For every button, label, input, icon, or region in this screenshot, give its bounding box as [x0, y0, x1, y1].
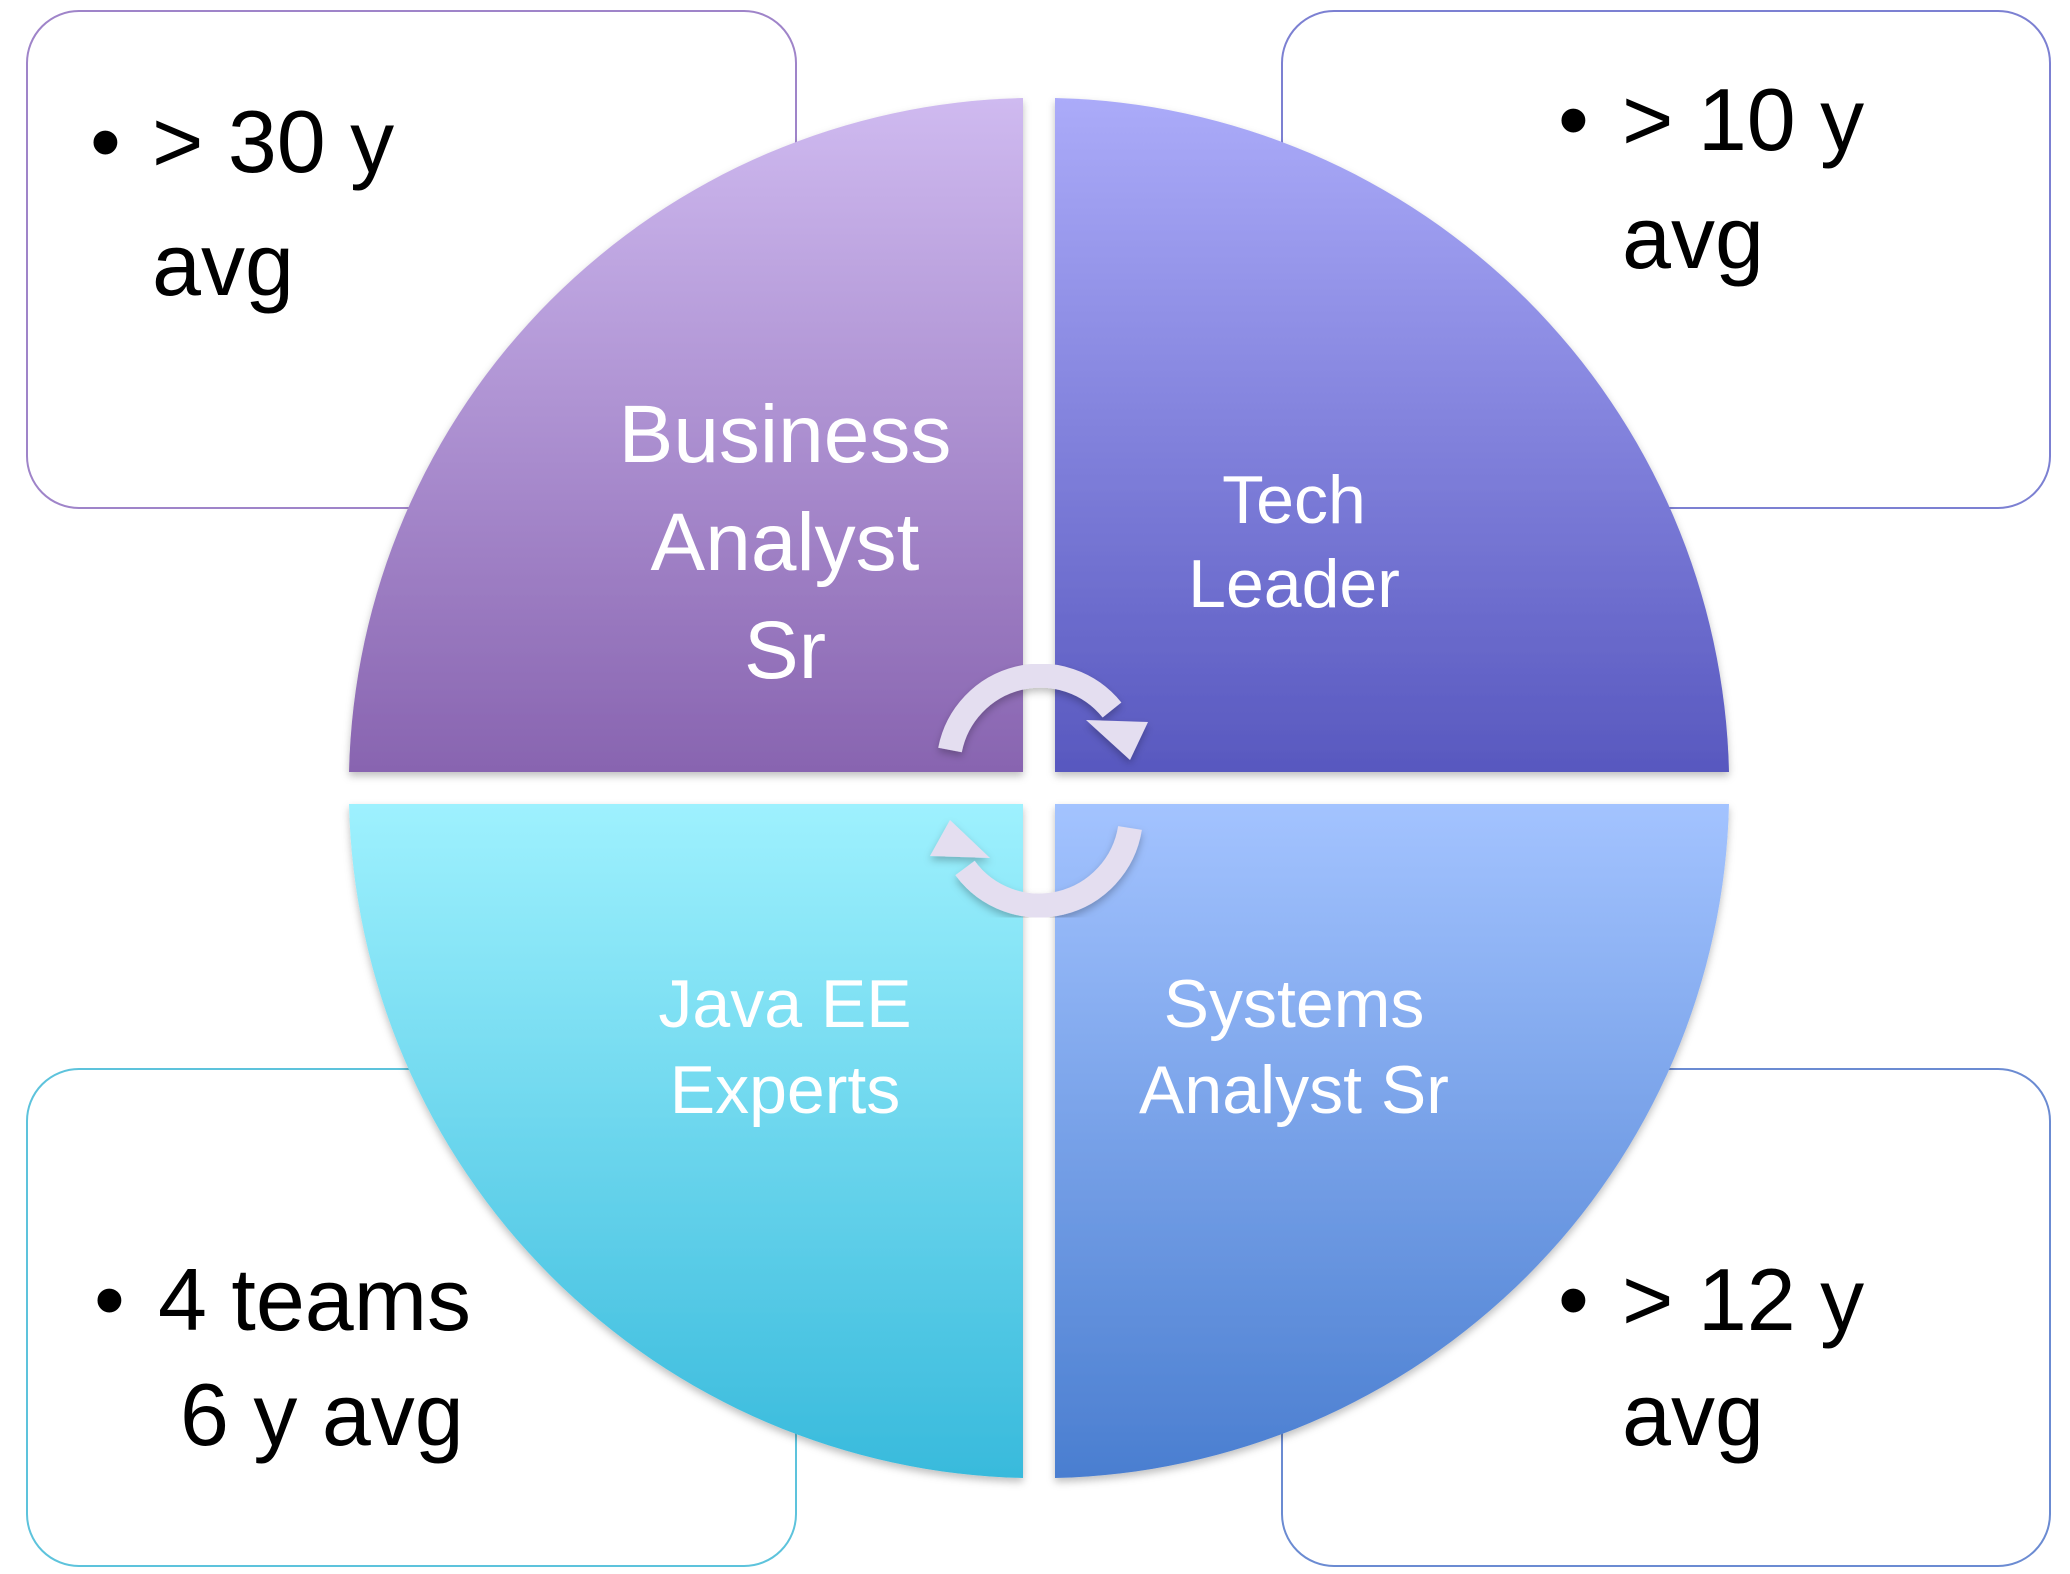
- circular-arrows-icon: [930, 663, 1148, 918]
- box-bottom-left-line-2: 6 y avg: [180, 1365, 464, 1464]
- box-top-left-line-1: > 30 y: [152, 92, 394, 191]
- quadrant-top-right-line-2: Leader: [1188, 546, 1400, 622]
- quadrant-bottom-left-line-1: Java EE: [658, 966, 911, 1042]
- arrow-bottom-head: [930, 820, 990, 858]
- quadrant-bottom-right: [1055, 804, 1729, 1478]
- arrow-top-head: [1086, 720, 1148, 760]
- box-top-left-line-2: avg: [152, 215, 294, 314]
- quadrant-top-left-line-3: Sr: [744, 605, 826, 696]
- quadrant-bottom-left-line-2: Experts: [670, 1052, 901, 1128]
- quadrant-top-left-line-1: Business: [619, 389, 952, 480]
- box-top-right-bullet: •: [1558, 70, 1589, 169]
- box-top-left-bullet: •: [90, 92, 121, 191]
- arrow-top-arc: [938, 663, 1122, 753]
- box-bottom-right-line-1: > 12 y: [1622, 1250, 1864, 1349]
- quadrant-bottom-left: [349, 804, 1023, 1478]
- quadrant-bottom-right-line-1: Systems: [1164, 966, 1425, 1042]
- quadrant-top-left-line-2: Analyst: [651, 497, 920, 588]
- box-top-right-line-2: avg: [1622, 188, 1764, 287]
- quadrant-bottom-right-line-2: Analyst Sr: [1139, 1052, 1449, 1128]
- box-bottom-left-bullet: •: [94, 1250, 125, 1349]
- quadrant-top-left: [349, 98, 1023, 772]
- arrow-bottom-arc: [955, 825, 1142, 918]
- quadrant-top-right: [1055, 98, 1729, 772]
- box-bottom-left-line-1: 4 teams: [158, 1250, 471, 1349]
- box-bottom-right-bullet: •: [1558, 1250, 1589, 1349]
- quadrant-top-right-line-1: Tech: [1222, 462, 1366, 538]
- box-top-right-line-1: > 10 y: [1622, 70, 1864, 169]
- box-bottom-right-line-2: avg: [1622, 1365, 1764, 1464]
